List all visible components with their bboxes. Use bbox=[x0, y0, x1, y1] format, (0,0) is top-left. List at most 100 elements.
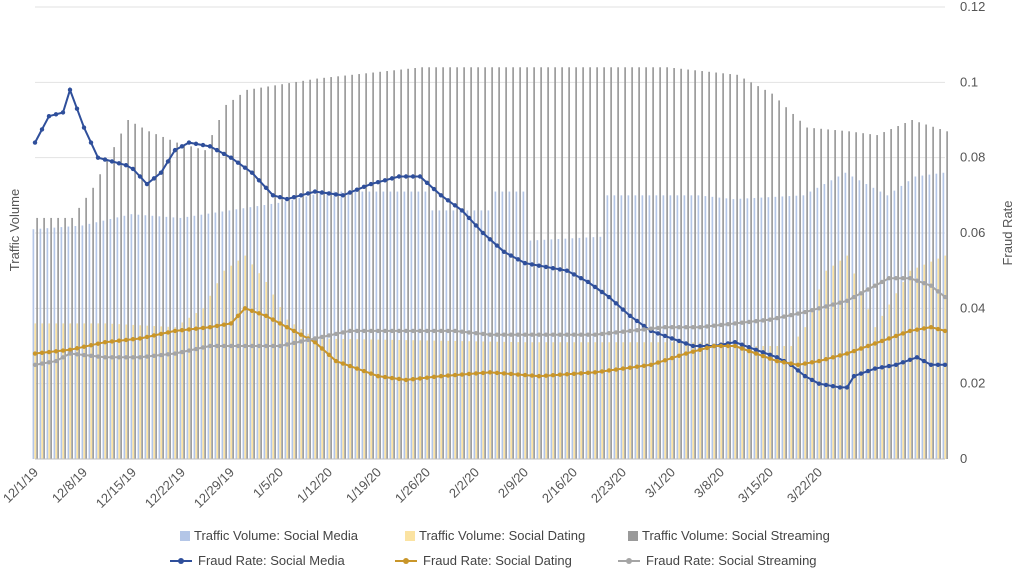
bar bbox=[608, 342, 611, 459]
line-point bbox=[529, 262, 535, 267]
line-point bbox=[781, 360, 787, 365]
bar bbox=[55, 323, 58, 459]
bar bbox=[153, 326, 156, 459]
line-point bbox=[662, 333, 668, 339]
line-point bbox=[32, 362, 38, 368]
line-point bbox=[746, 345, 752, 350]
line-point bbox=[683, 341, 689, 346]
bar bbox=[748, 346, 751, 459]
bar bbox=[881, 315, 884, 459]
line-point bbox=[795, 362, 801, 368]
bar bbox=[165, 216, 168, 459]
bar bbox=[606, 195, 609, 460]
line-point bbox=[494, 243, 500, 248]
bar bbox=[900, 185, 903, 459]
line-point bbox=[704, 345, 710, 351]
line-point bbox=[60, 355, 66, 360]
bar bbox=[585, 237, 588, 459]
line-point bbox=[634, 318, 640, 324]
line-point bbox=[536, 263, 542, 268]
line-point bbox=[599, 289, 605, 295]
line-point bbox=[683, 324, 689, 330]
bar bbox=[599, 236, 602, 459]
line-point bbox=[844, 385, 850, 390]
bar bbox=[732, 199, 735, 459]
y2-axis-title: Fraud Rate bbox=[1000, 200, 1015, 265]
x-tick-label: 3/8/20 bbox=[691, 465, 727, 501]
bar bbox=[421, 67, 423, 460]
line-point bbox=[550, 332, 556, 337]
bar bbox=[792, 113, 794, 460]
line-point bbox=[277, 321, 283, 326]
line-point bbox=[501, 371, 507, 376]
line-point bbox=[620, 366, 626, 371]
bar bbox=[137, 214, 140, 459]
bar bbox=[424, 191, 427, 460]
line-point bbox=[872, 283, 878, 288]
line-point bbox=[242, 306, 248, 311]
line-point bbox=[53, 112, 59, 117]
line-point bbox=[851, 348, 857, 354]
line-point bbox=[46, 114, 52, 119]
line-point bbox=[165, 330, 171, 335]
bar bbox=[265, 281, 268, 459]
bar bbox=[631, 67, 633, 460]
bar bbox=[461, 341, 464, 459]
x-tick-label: 3/1/20 bbox=[642, 465, 678, 501]
bar bbox=[571, 238, 574, 459]
line-point bbox=[130, 337, 136, 342]
bar bbox=[202, 308, 205, 459]
bar bbox=[543, 239, 546, 459]
line-point bbox=[739, 346, 745, 351]
bar bbox=[69, 323, 72, 459]
line-point bbox=[95, 155, 101, 160]
legend-label: Traffic Volume: Social Dating bbox=[419, 528, 585, 543]
line-point bbox=[417, 376, 423, 381]
bar bbox=[522, 191, 525, 460]
bar bbox=[440, 340, 443, 459]
line-point bbox=[39, 350, 45, 355]
bar bbox=[50, 217, 52, 459]
bar bbox=[270, 203, 273, 459]
line-point bbox=[375, 328, 381, 334]
bar bbox=[431, 210, 434, 459]
legend-swatch bbox=[405, 531, 415, 541]
line-point bbox=[452, 328, 458, 334]
line-point bbox=[928, 324, 934, 330]
line-point bbox=[501, 249, 507, 255]
line-point bbox=[515, 372, 521, 377]
bar bbox=[529, 240, 532, 459]
line-point bbox=[669, 355, 675, 361]
bar bbox=[711, 196, 714, 459]
line-point bbox=[459, 329, 465, 334]
bar bbox=[323, 77, 325, 460]
bar bbox=[351, 74, 353, 460]
bar bbox=[330, 77, 332, 459]
line-point bbox=[522, 372, 528, 378]
legend: Traffic Volume: Social Media Traffic Volu… bbox=[170, 528, 830, 568]
bar bbox=[92, 187, 94, 460]
bar bbox=[776, 346, 779, 459]
bar bbox=[613, 195, 616, 460]
line-point bbox=[186, 348, 192, 353]
bar bbox=[781, 196, 784, 460]
bar bbox=[197, 148, 199, 459]
bar bbox=[659, 67, 661, 460]
bar bbox=[162, 136, 164, 459]
line-point bbox=[130, 166, 136, 172]
line-point bbox=[809, 308, 815, 313]
x-tick-label: 2/9/20 bbox=[495, 465, 531, 501]
bar bbox=[935, 173, 938, 460]
line-point bbox=[879, 279, 885, 285]
line-point bbox=[53, 358, 59, 364]
bar bbox=[865, 184, 868, 460]
line-point bbox=[725, 321, 731, 327]
bar bbox=[393, 70, 395, 459]
bar bbox=[589, 67, 591, 460]
line-point bbox=[95, 341, 101, 346]
line-point bbox=[158, 352, 164, 358]
line-point bbox=[592, 370, 598, 375]
line-point bbox=[459, 372, 465, 377]
bar bbox=[274, 85, 276, 459]
